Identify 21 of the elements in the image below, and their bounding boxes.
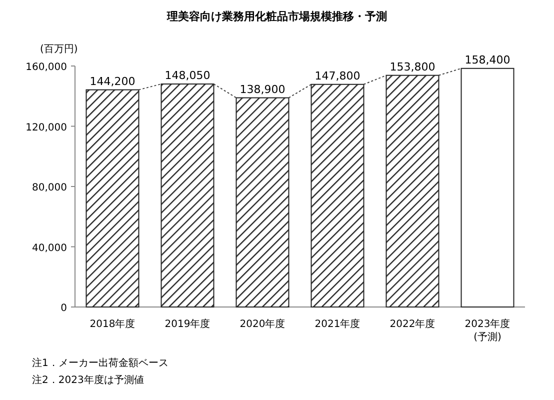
y-tick-label: 80,000 bbox=[32, 182, 67, 194]
y-tick-label: 160,000 bbox=[26, 62, 67, 73]
data-label: 153,800 bbox=[390, 60, 436, 74]
data-label: 158,400 bbox=[464, 53, 510, 66]
y-tick-label: 120,000 bbox=[26, 122, 67, 134]
x-tick-label: 2021年度 bbox=[314, 318, 360, 330]
chart-title: 理美容向け業務用化粧品市場規模推移・予測 bbox=[166, 10, 387, 23]
y-tick-label: 0 bbox=[60, 303, 67, 314]
y-axis-title: (百万円) bbox=[40, 44, 78, 55]
x-tick-label: 2023年度 (予測) bbox=[464, 318, 510, 343]
x-tick-label: 2020年度 bbox=[240, 318, 286, 330]
data-label: 148,050 bbox=[164, 69, 210, 82]
data-label: 144,200 bbox=[90, 74, 136, 88]
x-tick-label: 2019年度 bbox=[164, 318, 210, 330]
y-tick-label: 40,000 bbox=[32, 242, 67, 254]
x-tick-label: 2018年度 bbox=[90, 318, 136, 330]
data-label: 147,800 bbox=[314, 69, 360, 82]
x-tick-label: 2022年度 bbox=[390, 318, 436, 330]
text: 注1．メーカー出荷金額ベース bbox=[32, 357, 168, 369]
data-label: 138,900 bbox=[240, 82, 286, 96]
text: 注2．2023年度は予測値 bbox=[32, 374, 144, 386]
